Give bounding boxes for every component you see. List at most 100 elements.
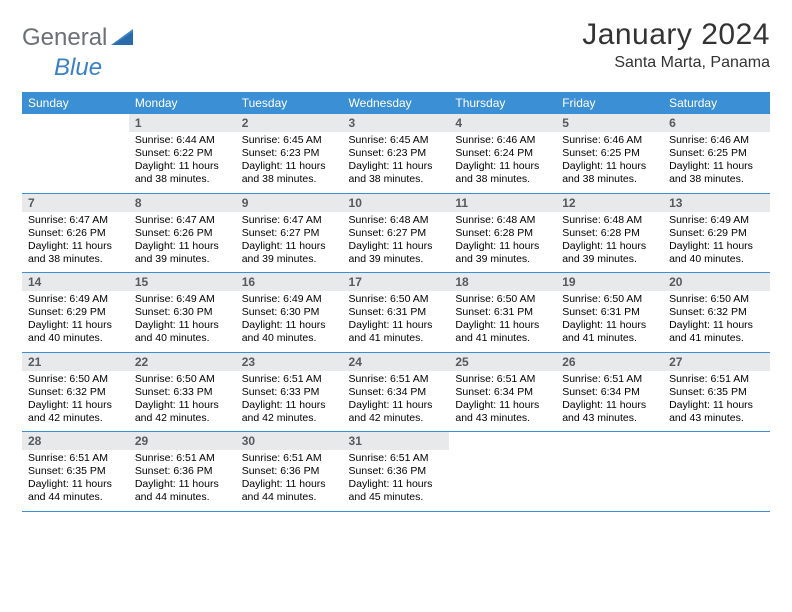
day-number: 4 [449,114,556,132]
day-header: Tuesday [236,92,343,114]
day-header: Friday [556,92,663,114]
day-number: 2 [236,114,343,132]
sunset-text: Sunset: 6:34 PM [455,386,550,399]
day-header: Thursday [449,92,556,114]
sunrise-text: Sunrise: 6:49 AM [135,293,230,306]
sunset-text: Sunset: 6:35 PM [28,465,123,478]
daylight-text: Daylight: 11 hours and 39 minutes. [562,240,657,266]
title-block: January 2024 Santa Marta, Panama [582,18,770,72]
day-number: 26 [556,353,663,371]
sunset-text: Sunset: 6:25 PM [669,147,764,160]
day-number: 8 [129,194,236,212]
day-content: Sunrise: 6:51 AMSunset: 6:35 PMDaylight:… [663,371,770,432]
sunrise-text: Sunrise: 6:46 AM [669,134,764,147]
sunset-text: Sunset: 6:27 PM [349,227,444,240]
day-number: 29 [129,432,236,450]
sunset-text: Sunset: 6:33 PM [242,386,337,399]
day-cell: 3Sunrise: 6:45 AMSunset: 6:23 PMDaylight… [343,114,450,193]
daylight-text: Daylight: 11 hours and 40 minutes. [242,319,337,345]
day-number: 14 [22,273,129,291]
sunrise-text: Sunrise: 6:50 AM [135,373,230,386]
sunset-text: Sunset: 6:26 PM [28,227,123,240]
daylight-text: Daylight: 11 hours and 39 minutes. [242,240,337,266]
day-content: Sunrise: 6:48 AMSunset: 6:28 PMDaylight:… [449,212,556,273]
sunset-text: Sunset: 6:29 PM [28,306,123,319]
day-content: Sunrise: 6:49 AMSunset: 6:29 PMDaylight:… [22,291,129,352]
week-row: 28Sunrise: 6:51 AMSunset: 6:35 PMDayligh… [22,432,770,512]
day-number: 19 [556,273,663,291]
day-cell: 25Sunrise: 6:51 AMSunset: 6:34 PMDayligh… [449,352,556,432]
day-number: 27 [663,353,770,371]
day-header-row: Sunday Monday Tuesday Wednesday Thursday… [22,92,770,114]
day-cell: 26Sunrise: 6:51 AMSunset: 6:34 PMDayligh… [556,352,663,432]
daylight-text: Daylight: 11 hours and 38 minutes. [562,160,657,186]
sunset-text: Sunset: 6:28 PM [562,227,657,240]
sunset-text: Sunset: 6:26 PM [135,227,230,240]
daylight-text: Daylight: 11 hours and 40 minutes. [669,240,764,266]
day-content: Sunrise: 6:45 AMSunset: 6:23 PMDaylight:… [343,132,450,193]
day-content: Sunrise: 6:50 AMSunset: 6:32 PMDaylight:… [663,291,770,352]
day-content: Sunrise: 6:51 AMSunset: 6:34 PMDaylight:… [449,371,556,432]
day-number: 1 [129,114,236,132]
location-label: Santa Marta, Panama [582,54,770,72]
sunrise-text: Sunrise: 6:46 AM [455,134,550,147]
week-row: 1Sunrise: 6:44 AMSunset: 6:22 PMDaylight… [22,114,770,193]
day-content: Sunrise: 6:49 AMSunset: 6:30 PMDaylight:… [236,291,343,352]
sunset-text: Sunset: 6:36 PM [349,465,444,478]
day-cell: 29Sunrise: 6:51 AMSunset: 6:36 PMDayligh… [129,432,236,512]
week-row: 14Sunrise: 6:49 AMSunset: 6:29 PMDayligh… [22,273,770,353]
day-cell: 12Sunrise: 6:48 AMSunset: 6:28 PMDayligh… [556,193,663,273]
sunset-text: Sunset: 6:34 PM [349,386,444,399]
daylight-text: Daylight: 11 hours and 41 minutes. [455,319,550,345]
sunrise-text: Sunrise: 6:50 AM [349,293,444,306]
day-cell: 30Sunrise: 6:51 AMSunset: 6:36 PMDayligh… [236,432,343,512]
sunset-text: Sunset: 6:23 PM [349,147,444,160]
day-cell: 9Sunrise: 6:47 AMSunset: 6:27 PMDaylight… [236,193,343,273]
sunset-text: Sunset: 6:35 PM [669,386,764,399]
day-cell: 22Sunrise: 6:50 AMSunset: 6:33 PMDayligh… [129,352,236,432]
sunset-text: Sunset: 6:32 PM [669,306,764,319]
day-content: Sunrise: 6:49 AMSunset: 6:29 PMDaylight:… [663,212,770,273]
logo-text-blue: Blue [54,54,102,82]
day-cell: 27Sunrise: 6:51 AMSunset: 6:35 PMDayligh… [663,352,770,432]
daylight-text: Daylight: 11 hours and 45 minutes. [349,478,444,504]
day-number: 21 [22,353,129,371]
daylight-text: Daylight: 11 hours and 38 minutes. [242,160,337,186]
sunrise-text: Sunrise: 6:51 AM [135,452,230,465]
sunset-text: Sunset: 6:22 PM [135,147,230,160]
day-content: Sunrise: 6:50 AMSunset: 6:31 PMDaylight:… [556,291,663,352]
day-content: Sunrise: 6:50 AMSunset: 6:32 PMDaylight:… [22,371,129,432]
daylight-text: Daylight: 11 hours and 44 minutes. [135,478,230,504]
day-content: Sunrise: 6:46 AMSunset: 6:25 PMDaylight:… [663,132,770,193]
daylight-text: Daylight: 11 hours and 39 minutes. [455,240,550,266]
sunset-text: Sunset: 6:33 PM [135,386,230,399]
sunrise-text: Sunrise: 6:47 AM [28,214,123,227]
sunrise-text: Sunrise: 6:48 AM [349,214,444,227]
day-content: Sunrise: 6:49 AMSunset: 6:30 PMDaylight:… [129,291,236,352]
day-content: Sunrise: 6:47 AMSunset: 6:26 PMDaylight:… [22,212,129,273]
day-number: 9 [236,194,343,212]
day-number: 31 [343,432,450,450]
week-row: 7Sunrise: 6:47 AMSunset: 6:26 PMDaylight… [22,193,770,273]
day-cell: 23Sunrise: 6:51 AMSunset: 6:33 PMDayligh… [236,352,343,432]
day-content: Sunrise: 6:51 AMSunset: 6:36 PMDaylight:… [129,450,236,511]
day-cell: 2Sunrise: 6:45 AMSunset: 6:23 PMDaylight… [236,114,343,193]
day-cell [663,432,770,512]
day-content: Sunrise: 6:50 AMSunset: 6:33 PMDaylight:… [129,371,236,432]
sunset-text: Sunset: 6:32 PM [28,386,123,399]
sunset-text: Sunset: 6:28 PM [455,227,550,240]
day-content: Sunrise: 6:51 AMSunset: 6:34 PMDaylight:… [343,371,450,432]
logo-triangle-icon [111,24,133,52]
sunrise-text: Sunrise: 6:51 AM [242,452,337,465]
daylight-text: Daylight: 11 hours and 42 minutes. [349,399,444,425]
day-content: Sunrise: 6:46 AMSunset: 6:24 PMDaylight:… [449,132,556,193]
daylight-text: Daylight: 11 hours and 41 minutes. [562,319,657,345]
sunrise-text: Sunrise: 6:51 AM [669,373,764,386]
sunset-text: Sunset: 6:34 PM [562,386,657,399]
sunrise-text: Sunrise: 6:50 AM [455,293,550,306]
day-cell: 13Sunrise: 6:49 AMSunset: 6:29 PMDayligh… [663,193,770,273]
day-cell [22,114,129,193]
day-cell: 8Sunrise: 6:47 AMSunset: 6:26 PMDaylight… [129,193,236,273]
day-cell: 11Sunrise: 6:48 AMSunset: 6:28 PMDayligh… [449,193,556,273]
day-header: Monday [129,92,236,114]
